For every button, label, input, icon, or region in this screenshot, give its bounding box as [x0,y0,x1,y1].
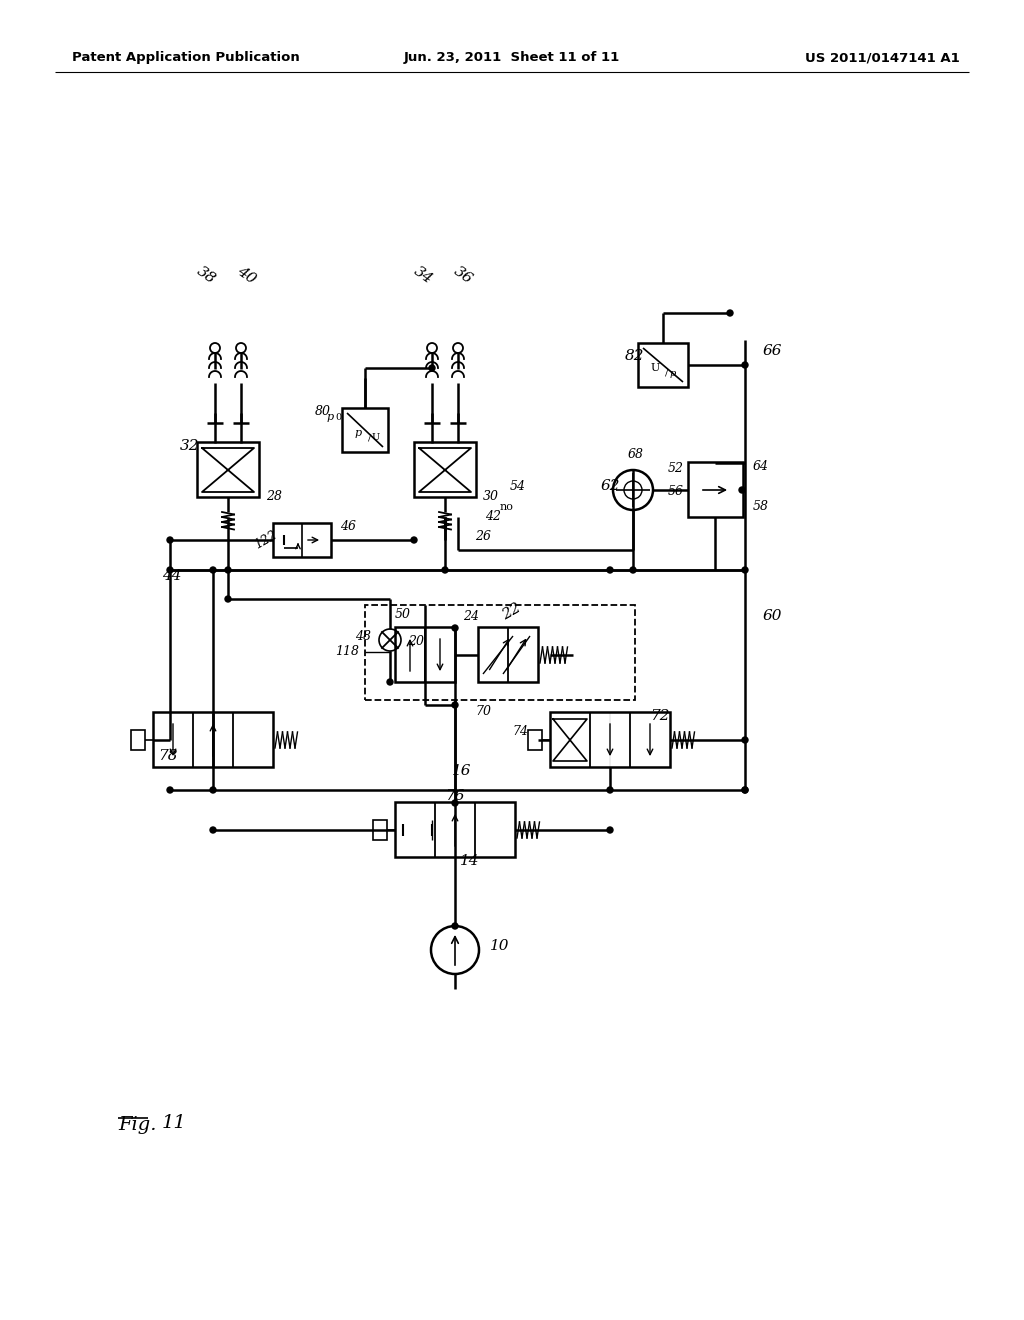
Circle shape [727,310,733,315]
Text: Jun. 23, 2011  Sheet 11 of 11: Jun. 23, 2011 Sheet 11 of 11 [403,51,621,65]
Circle shape [210,828,216,833]
Text: US 2011/0147141 A1: US 2011/0147141 A1 [805,51,961,65]
Circle shape [607,568,613,573]
Circle shape [607,828,613,833]
Circle shape [167,787,173,793]
Text: 58: 58 [753,500,769,513]
Circle shape [742,568,748,573]
Text: 56: 56 [668,484,684,498]
Text: 16: 16 [452,764,471,777]
Circle shape [742,362,748,368]
Text: 122: 122 [252,529,280,552]
Text: 14: 14 [460,854,479,869]
Bar [373,820,387,840]
Circle shape [452,702,458,708]
Circle shape [742,787,748,793]
Text: p: p [670,368,676,378]
Text: p: p [327,412,334,422]
Text: 11: 11 [162,1114,186,1133]
Bar [395,627,455,682]
Bar [365,605,635,700]
Bar [550,711,670,767]
Text: 10: 10 [490,939,510,953]
Circle shape [429,366,435,371]
Text: 60: 60 [763,609,782,623]
Circle shape [452,800,458,807]
Text: 68: 68 [628,447,644,461]
Circle shape [167,537,173,543]
Text: 70: 70 [475,705,490,718]
Circle shape [739,487,745,492]
Circle shape [442,568,449,573]
Text: 72: 72 [650,709,670,723]
Text: 24: 24 [463,610,479,623]
Circle shape [411,537,417,543]
Text: 52: 52 [668,462,684,475]
Text: 80: 80 [315,405,331,418]
Bar [478,627,538,682]
Text: 22: 22 [500,601,524,623]
Bar [688,462,743,517]
Text: 50: 50 [395,609,411,620]
Text: 118: 118 [335,645,359,657]
Bar [197,442,259,498]
Text: 34: 34 [411,264,435,286]
Bar [153,711,273,767]
Text: 26: 26 [475,531,490,543]
Text: 38: 38 [194,264,218,286]
Circle shape [742,787,748,793]
Text: 0: 0 [335,413,341,422]
Text: 76: 76 [445,789,465,803]
Text: 64: 64 [753,459,769,473]
Bar [342,408,388,451]
Circle shape [452,624,458,631]
Bar [638,343,688,387]
Circle shape [225,568,231,573]
Circle shape [630,568,636,573]
Text: 42: 42 [485,510,501,523]
Bar [131,730,145,750]
Text: U: U [372,433,380,442]
Circle shape [607,787,613,793]
Bar [528,730,542,750]
Text: /: / [369,433,372,442]
Text: 66: 66 [763,345,782,358]
Text: 82: 82 [625,348,644,363]
Bar [395,803,515,857]
Text: p: p [354,428,361,438]
Text: 30: 30 [483,490,499,503]
Bar [273,523,331,557]
Circle shape [452,923,458,929]
Text: 62: 62 [601,479,621,492]
Bar [414,442,476,498]
Text: 28: 28 [266,490,282,503]
Text: 74: 74 [512,725,528,738]
Text: 48: 48 [355,630,371,643]
Text: 46: 46 [340,520,356,533]
Text: 78: 78 [158,748,177,763]
Text: 32: 32 [180,440,200,453]
Text: 36: 36 [451,264,475,286]
Circle shape [210,787,216,793]
Text: 40: 40 [234,264,258,286]
Text: /: / [666,368,669,378]
Text: 44: 44 [162,569,181,583]
Circle shape [742,737,748,743]
Circle shape [210,568,216,573]
Text: 54: 54 [510,480,526,492]
Text: 20: 20 [408,635,424,648]
Circle shape [225,597,231,602]
Circle shape [167,568,173,573]
Text: no: no [500,502,514,512]
Circle shape [387,678,393,685]
Text: Patent Application Publication: Patent Application Publication [72,51,300,65]
Text: U: U [650,363,659,374]
Text: Fig.: Fig. [118,1115,157,1134]
